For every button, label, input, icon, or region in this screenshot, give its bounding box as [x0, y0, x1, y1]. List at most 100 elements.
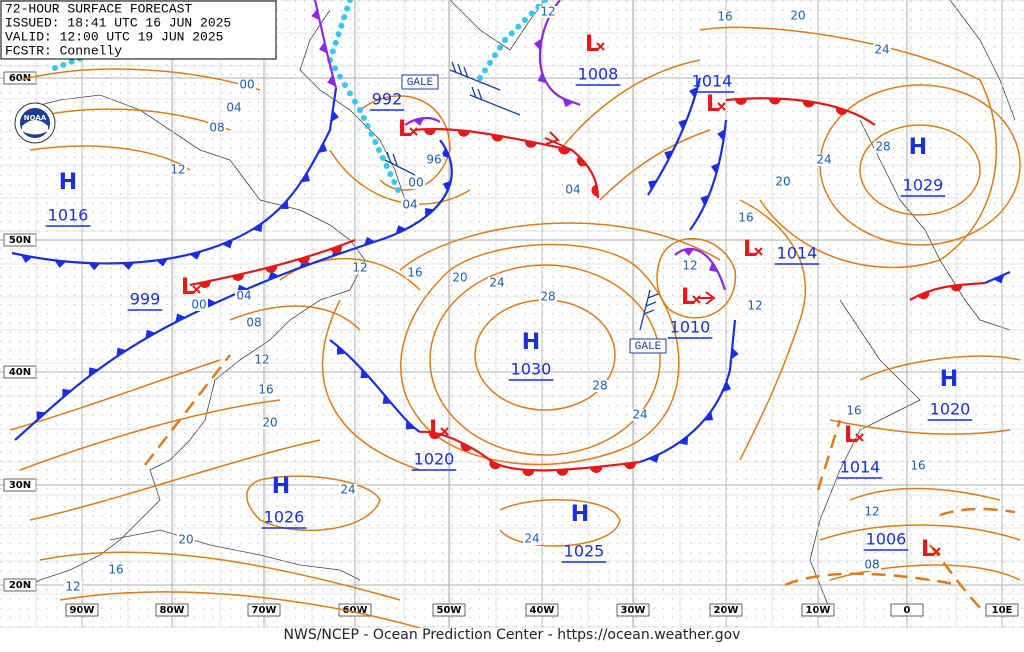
isobar-label-bg: [909, 460, 927, 472]
central-pressure: 1014: [777, 244, 818, 263]
isobar-label-bg: [407, 177, 425, 189]
isobar-label-bg: [789, 10, 807, 22]
isobar-label-bg: [107, 564, 125, 576]
front-symbol: [116, 347, 127, 357]
central-pressure: 1029: [903, 176, 944, 195]
front-symbol: [267, 271, 279, 281]
high-symbol: H: [272, 474, 290, 499]
central-pressure: 1016: [48, 206, 89, 225]
front-symbol: [442, 180, 452, 192]
lon-label: 0: [904, 605, 911, 616]
low-symbol: L: [743, 237, 757, 262]
isobar-label-bg: [539, 6, 557, 18]
ice-dot: [395, 187, 401, 193]
isobar-label: 16: [258, 383, 273, 397]
footer: NWS/NCEP - Ocean Prediction Center - htt…: [284, 627, 741, 643]
lat-label: 20N: [9, 580, 31, 591]
front-symbol: [360, 369, 370, 379]
front-symbol: [491, 134, 504, 142]
isobar-label-bg: [774, 176, 792, 188]
front-symbol: [460, 442, 472, 452]
gale-label: GALE: [407, 77, 434, 89]
lon-label: 60W: [343, 605, 368, 616]
front-symbol: [558, 147, 571, 155]
low-symbol: L: [706, 92, 720, 117]
isobar-label: 12: [682, 259, 697, 273]
isobar-label-bg: [863, 506, 881, 518]
motion-arrow: [544, 137, 573, 151]
ice-dot: [341, 14, 348, 21]
isobar-label: 24: [489, 276, 504, 290]
low-symbol: L: [681, 285, 695, 310]
front-symbol: [734, 98, 747, 105]
ice-dot: [372, 139, 379, 145]
low-symbol: L: [181, 275, 195, 300]
isobar-label: 12: [352, 261, 367, 275]
isobar-label: 12: [540, 5, 555, 19]
front-symbol: [36, 411, 46, 421]
ice-dot: [368, 131, 375, 137]
front-symbol: [363, 236, 376, 246]
central-pressure: 999: [130, 290, 161, 309]
front-symbol: [318, 142, 328, 154]
ice-dot: [332, 39, 339, 46]
gale-box: [629, 338, 667, 354]
front-symbol: [156, 258, 169, 267]
front-symbol: [556, 469, 569, 476]
central-pressure: 1020: [930, 400, 971, 419]
isobar-label-bg: [208, 122, 226, 134]
occl-front: [538, 0, 581, 106]
header-line: FCSTR: Connelly: [5, 43, 122, 58]
isobar-label: 20: [775, 175, 790, 189]
ice-dot: [482, 67, 488, 74]
isobar-label: 00: [191, 298, 206, 312]
isobar-label: 24: [524, 532, 539, 546]
low-symbol: L: [429, 417, 443, 442]
front-symbol: [835, 107, 848, 115]
front-symbol: [678, 435, 689, 446]
front-symbol: [175, 313, 186, 323]
central-pressure: 1006: [866, 530, 907, 549]
isobar-label-bg: [64, 581, 82, 593]
isobar-label: 20: [262, 416, 277, 430]
front-symbol: [336, 345, 347, 355]
isobar-label-bg: [746, 300, 764, 312]
isobar-label: 16: [738, 211, 753, 225]
front-symbol: [62, 388, 72, 398]
low-x: [692, 295, 701, 304]
isobar-label: 20: [790, 9, 805, 23]
lon-label-box: [616, 603, 650, 617]
high-symbol: H: [909, 135, 927, 160]
ice-dot: [357, 107, 363, 113]
low-symbol: L: [844, 423, 858, 448]
isobar-label: 16: [846, 404, 861, 418]
isobar-label-bg: [339, 484, 357, 496]
front-symbol: [222, 239, 234, 249]
isobar-label: 00: [239, 78, 254, 92]
front-symbol: [993, 274, 1005, 284]
ice-dot: [342, 82, 348, 88]
ice-dot: [344, 5, 351, 12]
front-symbol: [722, 380, 732, 393]
ice-dot: [502, 37, 508, 43]
central-pressure: 1010: [670, 318, 711, 337]
isobar-label: 28: [540, 290, 555, 304]
front-symbol: [441, 147, 450, 159]
ice-dot: [492, 52, 498, 59]
header-box: 72-HOUR SURFACE FORECAST ISSUED: 18:41 U…: [0, 0, 277, 60]
lon-label-box: [247, 603, 281, 617]
front-symbol: [54, 260, 67, 268]
front-symbol: [232, 273, 244, 281]
front-symbol: [122, 262, 135, 270]
front-symbol: [145, 329, 156, 339]
high-symbol: H: [571, 502, 589, 527]
front-symbol: [198, 280, 211, 288]
lon-label: 30W: [621, 605, 646, 616]
front-symbol: [311, 8, 320, 21]
isobar-label: 00: [408, 176, 423, 190]
lon-label: 70W: [252, 605, 277, 616]
front-symbol: [576, 155, 587, 167]
ice-dot: [329, 48, 336, 55]
